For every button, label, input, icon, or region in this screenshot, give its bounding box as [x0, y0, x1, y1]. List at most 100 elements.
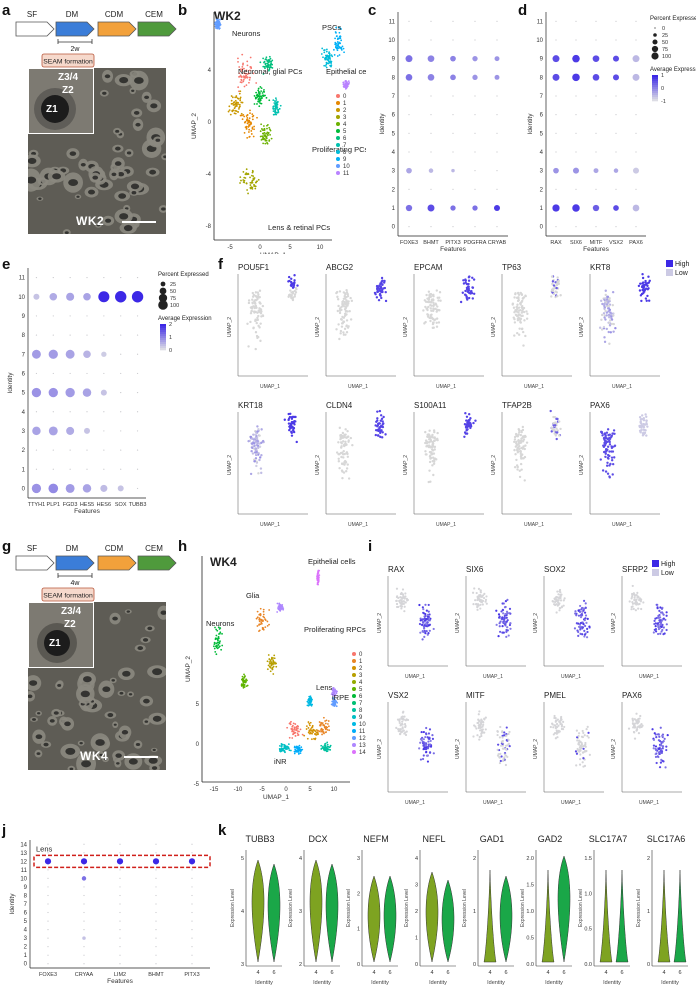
feature-cell-point: [463, 423, 467, 426]
feature-cell-point: [575, 622, 578, 625]
feature-cell-point: [343, 295, 346, 298]
feature-cell-point: [657, 733, 660, 736]
feature-cell-point: [249, 312, 253, 315]
feature-cell-point: [425, 746, 428, 749]
colony-core: [147, 626, 153, 631]
violin-group-tick: 4: [430, 970, 433, 976]
feature-cell-point: [479, 607, 482, 610]
cell-point: [261, 620, 264, 623]
feature-cell-point: [577, 630, 580, 634]
feature-cell-point: [342, 320, 346, 324]
feature-cell-point: [516, 465, 519, 469]
feature-cell-point: [556, 417, 559, 421]
cell-point: [235, 101, 238, 104]
feature-cell-point: [497, 753, 500, 756]
feature-cell-point: [260, 471, 263, 475]
feature-cell-point: [342, 449, 345, 453]
feature-cell-point: [603, 316, 606, 319]
feature-cell-point: [432, 473, 435, 477]
cell-point: [326, 729, 329, 731]
feature-cell-point: [657, 751, 660, 754]
feature-cell-point: [483, 592, 486, 595]
micrograph-texture-wk2: [28, 69, 166, 234]
cell-point: [249, 69, 251, 72]
cell-point: [277, 109, 279, 111]
size-legend-label: 25: [662, 33, 668, 39]
feature-cell-point: [550, 426, 554, 430]
feature-cell-point: [427, 610, 430, 613]
identity-tick: 1: [22, 467, 26, 473]
cell-point: [272, 673, 275, 675]
feature-cell-point: [336, 298, 340, 301]
feature-cell-point: [557, 280, 560, 283]
expression-dot: [152, 858, 160, 865]
cell-point: [270, 137, 273, 140]
feature-cell-point: [252, 433, 255, 436]
feature-cell-point: [439, 299, 442, 302]
expression-dot: [632, 204, 640, 212]
feature-cell-point: [659, 743, 663, 747]
expression-dot: [44, 858, 52, 865]
feature-cell-point: [400, 716, 403, 719]
feature-cell-point: [609, 331, 612, 334]
feature-cell-point: [646, 284, 649, 288]
identity-tick: 2: [24, 945, 28, 951]
identity-tick: 5: [22, 391, 26, 397]
violin-shape: [425, 871, 439, 963]
feature-cell-point: [462, 279, 465, 282]
feature-cell-point: [559, 606, 562, 610]
feature-cell-point: [256, 296, 260, 299]
background-dot: [52, 449, 54, 451]
background-dot: [635, 188, 637, 190]
feature-gene-title: VSX2: [388, 691, 409, 700]
feature-cell-point: [563, 725, 566, 729]
cell-point: [243, 176, 246, 179]
feature-cell-point: [517, 439, 520, 442]
feature-cell-point: [639, 600, 642, 603]
stage-label-cdm: CDM: [105, 544, 124, 553]
feature-cell-point: [555, 427, 558, 430]
cell-point: [318, 721, 321, 723]
cell-point: [267, 134, 269, 137]
feature-cell-point: [255, 452, 258, 456]
cell-point: [214, 21, 217, 24]
background-dot: [119, 920, 121, 922]
cell-point: [279, 744, 281, 747]
feature-cell-point: [608, 437, 612, 441]
feature-cell-point: [513, 296, 516, 299]
feature-cell-point: [661, 612, 664, 615]
feature-cell-point: [468, 275, 471, 278]
cell-point: [308, 695, 311, 698]
feature-cell-point: [380, 417, 384, 420]
color-gradient-step: [652, 91, 658, 94]
feature-cell-point: [433, 430, 436, 434]
cell-point: [250, 130, 253, 132]
feature-cell-point: [433, 458, 436, 462]
feature-cell-point: [289, 289, 292, 292]
x-tick-label: 10: [331, 787, 338, 793]
feature-cell-point: [577, 734, 580, 738]
feature-cell-point: [424, 320, 427, 324]
micrograph-texture-wk4: [28, 605, 166, 770]
cell-point: [309, 696, 312, 699]
stage-arrow-sf: [15, 21, 55, 37]
feature-cell-point: [588, 753, 591, 756]
feature-cell-point: [475, 727, 478, 730]
violin-y-tick: 3: [241, 962, 244, 968]
feature-cell-point: [612, 330, 615, 333]
identity-tick: 6: [24, 911, 28, 917]
feature-cell-point: [580, 741, 583, 745]
feature-cell-point: [426, 313, 430, 317]
cell-point: [237, 86, 240, 89]
cell-point: [277, 608, 280, 611]
feature-cell-point: [350, 299, 354, 303]
colony-core: [69, 151, 77, 156]
background-dot: [191, 963, 193, 965]
feature-cell-point: [347, 300, 350, 303]
feature-cell-point: [641, 288, 644, 292]
feature-cell-point: [517, 291, 520, 295]
feature-cell-point: [558, 590, 561, 593]
background-dot: [496, 226, 498, 228]
background-dot: [615, 226, 617, 228]
expression-dot: [612, 55, 620, 62]
